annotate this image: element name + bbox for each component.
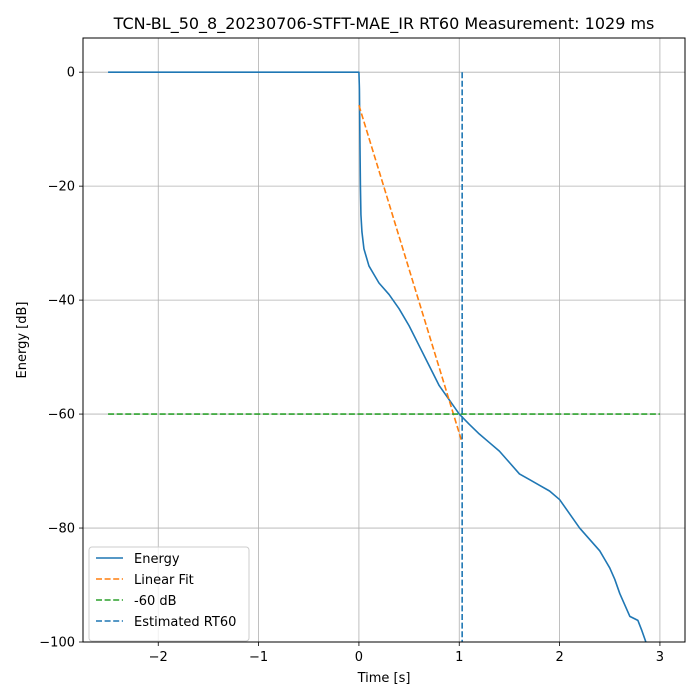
y-tick-label: −80 bbox=[48, 522, 75, 537]
x-tick-label: −1 bbox=[249, 650, 268, 665]
y-tick-label: −40 bbox=[48, 294, 75, 309]
x-tick-label: −2 bbox=[149, 650, 168, 665]
chart-title: TCN-BL_50_8_20230706-STFT-MAE_IR RT60 Me… bbox=[113, 14, 655, 34]
x-tick-label: 0 bbox=[355, 650, 363, 665]
series-line-1 bbox=[358, 105, 463, 440]
y-tick-label: −20 bbox=[48, 180, 75, 195]
legend: Energy Linear Fit -60 dB Estimated RT60 bbox=[88, 546, 250, 642]
legend-label: -60 dB bbox=[134, 594, 177, 609]
y-tick-label: −100 bbox=[39, 636, 75, 651]
y-tick-label: 0 bbox=[67, 66, 75, 81]
x-tick-label: 3 bbox=[656, 650, 664, 665]
axis-ticks: −2 −1 0 1 2 3 0 −20 −40 −60 −80 −100 bbox=[39, 66, 664, 665]
x-tick-label: 1 bbox=[455, 650, 463, 665]
x-axis-label: Time [s] bbox=[357, 671, 411, 686]
series-lines bbox=[108, 71, 660, 643]
legend-label: Energy bbox=[134, 552, 180, 567]
plot-frame bbox=[82, 37, 686, 643]
y-axis-label: Energy [dB] bbox=[15, 302, 30, 379]
legend-box bbox=[88, 546, 250, 642]
y-tick-label: −60 bbox=[48, 408, 75, 423]
legend-label: Estimated RT60 bbox=[134, 615, 236, 630]
legend-label: Linear Fit bbox=[134, 573, 194, 588]
series-line-0 bbox=[108, 71, 647, 643]
x-tick-label: 2 bbox=[555, 650, 563, 665]
